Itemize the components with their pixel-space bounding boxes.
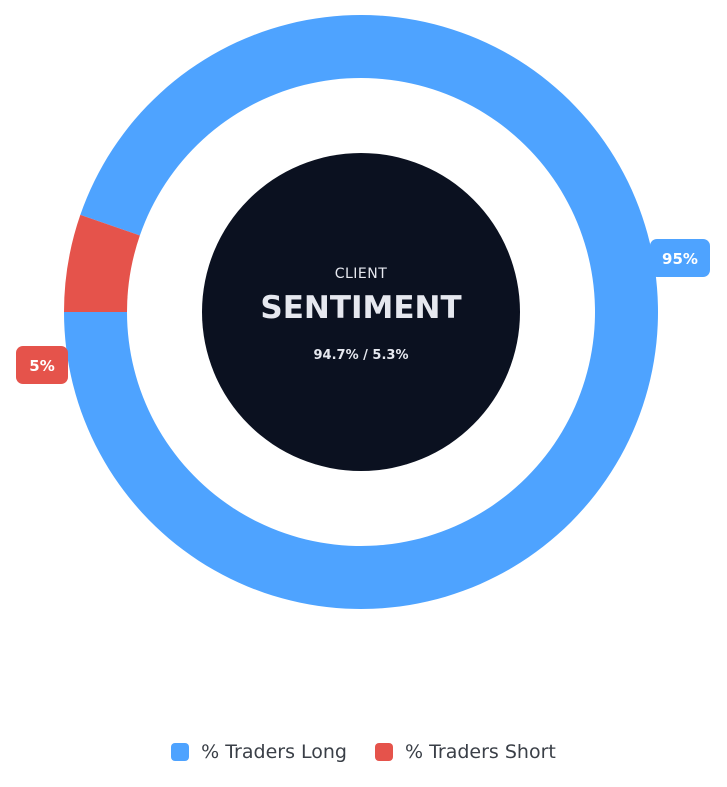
data-label-short: 5% [16,346,68,384]
center-label-sentiment: SENTIMENT [260,290,461,326]
slice-traders-short[interactable] [64,214,140,312]
legend-item-short[interactable]: % Traders Short [374,741,556,763]
legend-label-short: % Traders Short [404,741,556,763]
data-labels: 95% 5% [16,239,710,384]
donut-slices [64,14,659,609]
legend: % Traders Long % Traders Short [0,741,727,763]
data-label-badge [650,239,710,277]
data-label-long: 95% [650,239,710,277]
data-label-text: 5% [29,357,54,375]
data-label-badge [16,346,68,384]
legend-label-long: % Traders Long [201,741,347,763]
legend-item-long[interactable]: % Traders Long [171,741,347,763]
data-label-text: 95% [662,250,698,268]
center-label-ratio: 94.7% / 5.3% [314,348,409,363]
legend-swatch-long [171,743,190,761]
center-disc [202,153,520,471]
legend-swatch-short [374,743,393,761]
center-label-client: CLIENT [335,266,388,282]
